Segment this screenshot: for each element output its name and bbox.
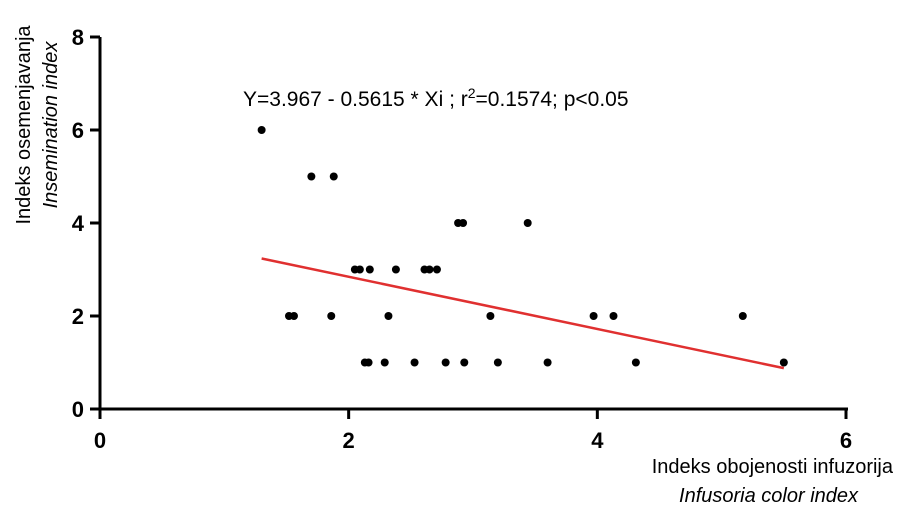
data-point — [460, 358, 469, 367]
y-tick-label: 4 — [72, 211, 85, 236]
data-point — [289, 312, 298, 320]
y-axis-subtitle: Insemination index — [40, 41, 62, 209]
data-point — [391, 265, 400, 274]
y-axis-title: Indeks osemenjavanja — [13, 25, 35, 225]
data-point — [380, 358, 389, 367]
data-point — [589, 312, 598, 320]
data-point — [425, 265, 434, 274]
y-tick-label: 0 — [72, 397, 84, 422]
data-point — [738, 312, 747, 320]
x-tick-label: 0 — [94, 428, 106, 453]
data-point — [257, 126, 266, 134]
data-point — [486, 312, 495, 320]
data-points — [257, 126, 788, 367]
data-point — [364, 358, 373, 367]
data-point — [493, 358, 502, 367]
data-point — [432, 265, 441, 274]
data-point — [523, 219, 532, 227]
y-tick-label: 6 — [72, 118, 84, 143]
x-axis-subtitle: Infusoria color index — [679, 485, 859, 507]
x-tick-label: 6 — [840, 428, 852, 453]
data-point — [609, 312, 618, 320]
data-point — [631, 358, 640, 367]
regression-equation: Y=3.967 - 0.5615 * Xi ; r2=0.1574; p<0.0… — [243, 85, 629, 111]
data-point — [410, 358, 419, 367]
data-point — [307, 172, 316, 181]
x-tick-label: 2 — [343, 428, 355, 453]
tick-group: 0 2 4 6 0 2 4 6 8 — [72, 25, 852, 453]
data-point — [355, 265, 364, 274]
data-point — [441, 358, 450, 367]
y-tick-label: 2 — [72, 304, 84, 329]
data-point — [365, 265, 374, 274]
data-point — [329, 172, 338, 181]
data-point — [543, 358, 552, 367]
regression-group — [261, 257, 785, 370]
x-tick-label: 4 — [591, 428, 604, 453]
y-tick-label: 8 — [72, 25, 84, 50]
data-point — [327, 312, 336, 320]
data-point — [384, 312, 393, 320]
data-point — [779, 358, 788, 367]
x-axis-title: Indeks obojenosti infuzorija — [652, 456, 894, 478]
data-point — [459, 219, 468, 227]
regression-line — [261, 257, 785, 370]
